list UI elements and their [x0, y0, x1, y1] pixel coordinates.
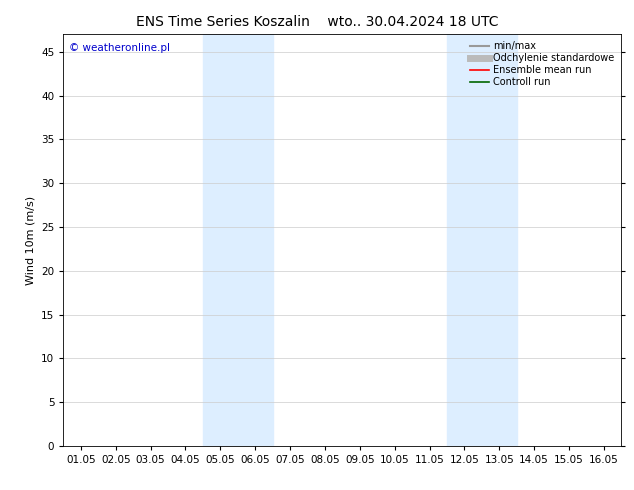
Text: ENS Time Series Koszalin    wto.. 30.04.2024 18 UTC: ENS Time Series Koszalin wto.. 30.04.202…	[136, 15, 498, 29]
Y-axis label: Wind 10m (m/s): Wind 10m (m/s)	[25, 196, 36, 285]
Bar	[447, 34, 517, 446]
Text: © weatheronline.pl: © weatheronline.pl	[69, 43, 170, 52]
Bar	[203, 34, 273, 446]
Legend: min/max, Odchylenie standardowe, Ensemble mean run, Controll run: min/max, Odchylenie standardowe, Ensembl…	[468, 39, 616, 89]
